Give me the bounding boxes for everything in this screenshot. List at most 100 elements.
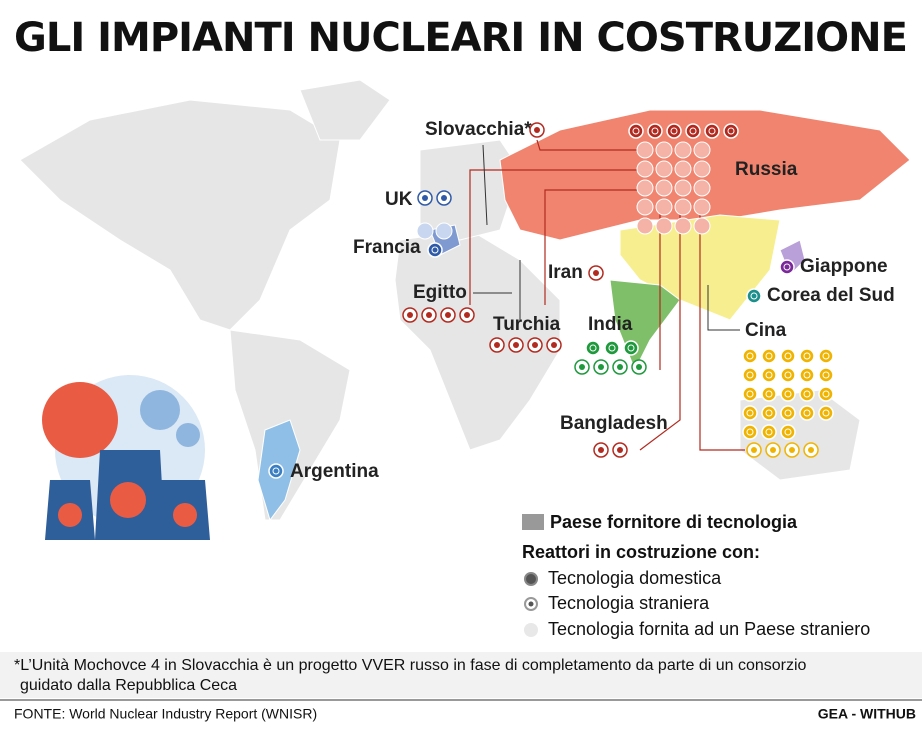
reactor-dot (818, 405, 834, 421)
reactor-dot-core (822, 371, 830, 379)
source: FONTE: World Nuclear Industry Report (WN… (14, 706, 317, 722)
reactor-dot (818, 348, 834, 364)
legend-item: Paese fornitore di tecnologia (550, 512, 798, 532)
country-label: Russia (735, 159, 798, 180)
reactor-dot-core (765, 409, 773, 417)
country-label: Argentina (290, 461, 379, 482)
reactor-dot (799, 386, 815, 402)
country-label: India (588, 314, 633, 335)
reactor-dot (636, 141, 654, 159)
reactor-dot-core (445, 312, 451, 318)
reactor-dot (780, 386, 796, 402)
country-label: Turchia (493, 314, 561, 335)
reactor-dot (780, 348, 796, 364)
reactor-dot-core (617, 364, 623, 370)
reactor-dot (674, 141, 692, 159)
reactor-dot (674, 198, 692, 216)
reactor-dot-core (803, 390, 811, 398)
reactor-dot (628, 123, 644, 139)
reactor-dot (655, 141, 673, 159)
title: GLI IMPIANTI NUCLEARI IN COSTRUZIONE NEL… (14, 15, 922, 61)
reactor-dot-core (627, 344, 635, 352)
reactor-dot (693, 198, 711, 216)
reactor-dot-core (746, 390, 754, 398)
reactor-dot-core (426, 312, 432, 318)
reactor-dot (746, 288, 762, 304)
reactor-dot-core (746, 371, 754, 379)
reactor-dot-core (803, 352, 811, 360)
poster-illustration (42, 375, 210, 540)
country-label: UK (385, 189, 413, 210)
reactor-dot (693, 160, 711, 178)
reactor-dot-core (513, 342, 519, 348)
reactor-dot (647, 123, 663, 139)
reactor-dot (655, 179, 673, 197)
reactor-dot (761, 386, 777, 402)
reactor-dot (674, 179, 692, 197)
reactor-dot-core (784, 428, 792, 436)
reactor-dot-core (751, 447, 757, 453)
reactor-dot-core (822, 352, 830, 360)
reactor-dot-core (551, 342, 557, 348)
reactor-dot-core (272, 467, 280, 475)
reactor-dot (585, 340, 601, 356)
reactor-dot-core (746, 409, 754, 417)
reactor-dot (666, 123, 682, 139)
reactor-dot-core (783, 263, 791, 271)
reactor-dot (693, 179, 711, 197)
legend-item: Tecnologia straniera (548, 593, 710, 613)
reactor-dot (742, 424, 758, 440)
reactor-dot (742, 405, 758, 421)
reactor-dot-core (598, 364, 604, 370)
reactor-dot-core (617, 447, 623, 453)
reactor-dot (655, 160, 673, 178)
credit: GEA - WITHUB (818, 706, 916, 722)
reactor-dot-core (803, 371, 811, 379)
reactor-dot (636, 217, 654, 235)
reactor-dot (761, 405, 777, 421)
reactor-dot-core (765, 428, 773, 436)
footnote: guidato dalla Repubblica Ceca (20, 677, 237, 694)
reactor-dot-core (727, 127, 735, 135)
legend-item: Tecnologia domestica (548, 568, 722, 588)
reactor-dot-core (822, 390, 830, 398)
reactor-dot-core (822, 409, 830, 417)
country-label: Slovacchia* (425, 119, 532, 140)
reactor-dot-core (579, 364, 585, 370)
reactor-dot (693, 217, 711, 235)
reactor-dot (742, 367, 758, 383)
reactor-dot-core (808, 447, 814, 453)
reactor-dot (780, 367, 796, 383)
reactor-dot (799, 348, 815, 364)
country-label: Giappone (800, 256, 888, 277)
reactor-dot-core (422, 195, 428, 201)
reactor-dot-core (441, 195, 447, 201)
reactor-dot-core (593, 270, 599, 276)
reactor-dot (674, 160, 692, 178)
reactor-dot (636, 160, 654, 178)
reactor-dot-core (784, 371, 792, 379)
reactor-dot (818, 367, 834, 383)
reactor-dot-core (494, 342, 500, 348)
reactor-dot-core (632, 127, 640, 135)
reactor-dot-core (532, 342, 538, 348)
reactor-dot (636, 198, 654, 216)
reactor-dot-core (608, 344, 616, 352)
reactor-dot (268, 463, 284, 479)
reactor-dot-core (765, 352, 773, 360)
reactor-dot (761, 367, 777, 383)
reactor-dot (780, 405, 796, 421)
reactor-dot (435, 222, 453, 240)
reactor-dot (636, 179, 654, 197)
reactor-dot-core (431, 246, 439, 254)
reactor-dot (799, 405, 815, 421)
reactor-dot-core (589, 344, 597, 352)
reactor-dot-core (670, 127, 678, 135)
reactor-dot (623, 340, 639, 356)
reactor-dot-core (765, 390, 773, 398)
reactor-dot (704, 123, 720, 139)
reactor-dot-core (784, 352, 792, 360)
reactor-marks: Russia Slovacchia* UK Francia Iran Egitto Turc… (268, 119, 895, 482)
